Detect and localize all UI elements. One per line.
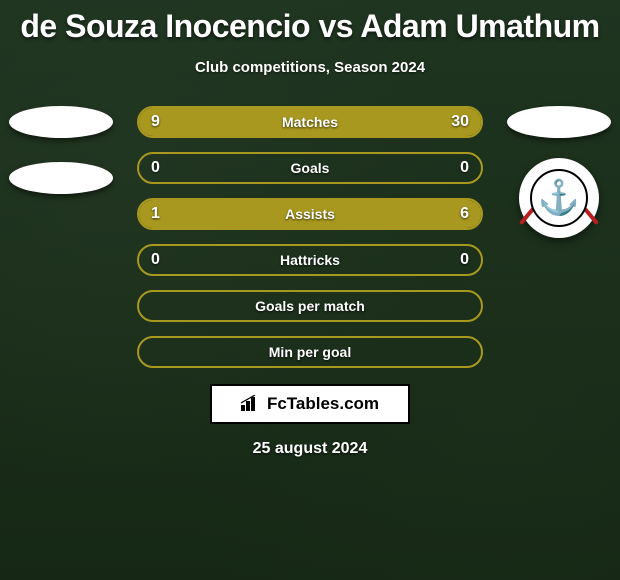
brand-pill[interactable]: FcTables.com xyxy=(210,384,410,424)
stat-label: Min per goal xyxy=(269,344,351,360)
right-badge-column: ⚓ xyxy=(504,106,614,238)
stat-value-right: 0 xyxy=(460,251,469,269)
blank-badge xyxy=(9,162,113,194)
stat-row-min-per-goal: Min per goal xyxy=(137,336,483,368)
subtitle: Club competitions, Season 2024 xyxy=(0,59,620,76)
bars-icon xyxy=(241,395,261,414)
stat-value-left: 9 xyxy=(151,113,160,131)
stat-value-left: 0 xyxy=(151,159,160,177)
blank-badge xyxy=(9,106,113,138)
bar-fill-left xyxy=(139,200,187,228)
comparison-content: ⚓ 9 30 Matches 0 0 Goals 1 6 Assists 0 0 Hattricks G… xyxy=(0,106,620,458)
anchor-icon: ⚓ xyxy=(538,178,580,218)
brand-text: FcTables.com xyxy=(267,394,379,414)
stat-value-right: 0 xyxy=(460,159,469,177)
stat-value-right: 6 xyxy=(460,205,469,223)
stat-value-left: 0 xyxy=(151,251,160,269)
blank-badge xyxy=(507,106,611,138)
stat-row-hattricks: 0 0 Hattricks xyxy=(137,244,483,276)
stat-label: Goals xyxy=(291,160,330,176)
stat-value-right: 30 xyxy=(451,113,469,131)
stat-label: Hattricks xyxy=(280,252,340,268)
stat-label: Goals per match xyxy=(255,298,365,314)
stat-row-goals-per-match: Goals per match xyxy=(137,290,483,322)
stat-row-goals: 0 0 Goals xyxy=(137,152,483,184)
stat-label: Matches xyxy=(282,114,338,130)
stat-label: Assists xyxy=(285,206,335,222)
left-badge-column xyxy=(6,106,116,194)
page-title: de Souza Inocencio vs Adam Umathum xyxy=(0,0,620,45)
date-label: 25 august 2024 xyxy=(0,440,620,458)
stat-row-assists: 1 6 Assists xyxy=(137,198,483,230)
club-badge-corinthians: ⚓ xyxy=(519,158,599,238)
bar-fill-right xyxy=(218,108,481,136)
stat-value-left: 1 xyxy=(151,205,160,223)
stat-bars: 9 30 Matches 0 0 Goals 1 6 Assists 0 0 Hattricks Goa… xyxy=(137,106,483,368)
stat-row-matches: 9 30 Matches xyxy=(137,106,483,138)
